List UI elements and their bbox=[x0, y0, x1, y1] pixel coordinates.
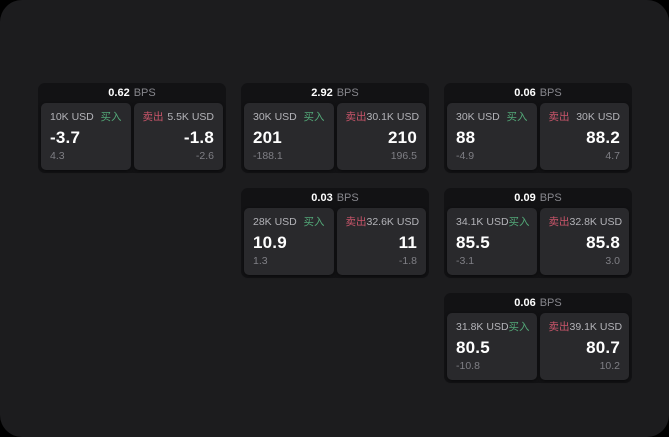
side-tiles: 34.1K USD 买入 85.5 -3.1 卖出 32.8K USD 85.8… bbox=[447, 208, 629, 275]
side-tiles: 10K USD 买入 -3.7 4.3 卖出 5.5K USD -1.8 -2.… bbox=[41, 103, 223, 170]
buy-tile[interactable]: 34.1K USD 买入 85.5 -3.1 bbox=[447, 208, 537, 275]
sell-price: 11 bbox=[398, 233, 417, 252]
buy-notional: 31.8K USD bbox=[456, 321, 509, 333]
quote-card: 0.06 BPS 31.8K USD 买入 80.5 -10.8 卖出 39.1… bbox=[444, 293, 632, 383]
sell-delta: 3.0 bbox=[605, 255, 620, 267]
bps-value: 2.92 bbox=[311, 87, 333, 99]
sell-price: 80.7 bbox=[586, 338, 620, 357]
quote-cards-grid: 0.62 BPS 10K USD 买入 -3.7 4.3 卖出 5.5K USD… bbox=[38, 83, 632, 383]
bps-header: 0.03 BPS bbox=[244, 188, 426, 208]
sell-side-label: 卖出 bbox=[142, 111, 164, 123]
sell-delta: 196.5 bbox=[390, 150, 417, 162]
bps-value: 0.03 bbox=[311, 192, 333, 204]
buy-delta: -4.9 bbox=[456, 150, 475, 162]
buy-side-label: 买入 bbox=[303, 111, 325, 123]
buy-side-label: 买入 bbox=[508, 321, 530, 333]
buy-price: 201 bbox=[253, 128, 282, 147]
quote-card: 0.62 BPS 10K USD 买入 -3.7 4.3 卖出 5.5K USD… bbox=[38, 83, 226, 173]
sell-side-label: 卖出 bbox=[548, 321, 570, 333]
side-tiles: 28K USD 买入 10.9 1.3 卖出 32.6K USD 11 -1.8 bbox=[244, 208, 426, 275]
buy-delta: -10.8 bbox=[456, 360, 480, 372]
quote-card: 0.03 BPS 28K USD 买入 10.9 1.3 卖出 32.6K US… bbox=[241, 188, 429, 278]
buy-notional: 30K USD bbox=[253, 111, 297, 123]
buy-tile[interactable]: 31.8K USD 买入 80.5 -10.8 bbox=[447, 313, 537, 380]
buy-delta: 1.3 bbox=[253, 255, 268, 267]
buy-price: -3.7 bbox=[50, 128, 81, 147]
bps-unit-label: BPS bbox=[539, 87, 562, 99]
bps-header: 0.06 BPS bbox=[447, 293, 629, 313]
sell-tile[interactable]: 卖出 5.5K USD -1.8 -2.6 bbox=[133, 103, 223, 170]
buy-notional: 28K USD bbox=[253, 216, 297, 228]
bps-header: 2.92 BPS bbox=[244, 83, 426, 103]
buy-delta: -3.1 bbox=[456, 255, 475, 267]
sell-notional: 30K USD bbox=[576, 111, 620, 123]
quote-card: 0.06 BPS 30K USD 买入 88 -4.9 卖出 30K USD 8… bbox=[444, 83, 632, 173]
quote-card: 0.09 BPS 34.1K USD 买入 85.5 -3.1 卖出 32.8K… bbox=[444, 188, 632, 278]
bps-header: 0.62 BPS bbox=[41, 83, 223, 103]
sell-notional: 32.8K USD bbox=[569, 216, 623, 228]
sell-notional: 32.6K USD bbox=[366, 216, 420, 228]
buy-tile[interactable]: 30K USD 买入 88 -4.9 bbox=[447, 103, 537, 170]
bps-unit-label: BPS bbox=[133, 87, 156, 99]
bps-value: 0.62 bbox=[108, 87, 130, 99]
sell-price: 88.2 bbox=[586, 128, 620, 147]
sell-side-label: 卖出 bbox=[548, 111, 570, 123]
buy-price: 80.5 bbox=[456, 338, 490, 357]
buy-delta: 4.3 bbox=[50, 150, 65, 162]
bps-value: 0.06 bbox=[514, 297, 536, 309]
sell-price: 210 bbox=[388, 128, 417, 147]
buy-side-label: 买入 bbox=[100, 111, 122, 123]
bps-unit-label: BPS bbox=[539, 297, 562, 309]
buy-price: 85.5 bbox=[456, 233, 490, 252]
buy-price: 10.9 bbox=[253, 233, 287, 252]
quote-card: 2.92 BPS 30K USD 买入 201 -188.1 卖出 30.1K … bbox=[241, 83, 429, 173]
buy-tile[interactable]: 30K USD 买入 201 -188.1 bbox=[244, 103, 334, 170]
sell-notional: 39.1K USD bbox=[569, 321, 623, 333]
buy-delta: -188.1 bbox=[253, 150, 283, 162]
sell-price: -1.8 bbox=[183, 128, 214, 147]
bps-value: 0.09 bbox=[514, 192, 536, 204]
sell-notional: 30.1K USD bbox=[366, 111, 420, 123]
buy-tile[interactable]: 28K USD 买入 10.9 1.3 bbox=[244, 208, 334, 275]
bps-unit-label: BPS bbox=[336, 87, 359, 99]
sell-tile[interactable]: 卖出 30.1K USD 210 196.5 bbox=[336, 103, 426, 170]
bps-header: 0.09 BPS bbox=[447, 188, 629, 208]
side-tiles: 30K USD 买入 88 -4.9 卖出 30K USD 88.2 4.7 bbox=[447, 103, 629, 170]
sell-price: 85.8 bbox=[586, 233, 620, 252]
buy-tile[interactable]: 10K USD 买入 -3.7 4.3 bbox=[41, 103, 131, 170]
buy-side-label: 买入 bbox=[506, 111, 528, 123]
sell-side-label: 卖出 bbox=[345, 216, 367, 228]
buy-side-label: 买入 bbox=[303, 216, 325, 228]
sell-delta: -1.8 bbox=[398, 255, 417, 267]
sell-delta: -2.6 bbox=[195, 150, 214, 162]
sell-side-label: 卖出 bbox=[345, 111, 367, 123]
side-tiles: 31.8K USD 买入 80.5 -10.8 卖出 39.1K USD 80.… bbox=[447, 313, 629, 380]
bps-unit-label: BPS bbox=[336, 192, 359, 204]
sell-delta: 4.7 bbox=[605, 150, 620, 162]
sell-tile[interactable]: 卖出 30K USD 88.2 4.7 bbox=[539, 103, 629, 170]
sell-delta: 10.2 bbox=[599, 360, 620, 372]
sell-tile[interactable]: 卖出 32.8K USD 85.8 3.0 bbox=[539, 208, 629, 275]
bps-header: 0.06 BPS bbox=[447, 83, 629, 103]
sell-side-label: 卖出 bbox=[548, 216, 570, 228]
buy-notional: 10K USD bbox=[50, 111, 94, 123]
bps-unit-label: BPS bbox=[539, 192, 562, 204]
buy-notional: 34.1K USD bbox=[456, 216, 509, 228]
sell-tile[interactable]: 卖出 39.1K USD 80.7 10.2 bbox=[539, 313, 629, 380]
side-tiles: 30K USD 买入 201 -188.1 卖出 30.1K USD 210 1… bbox=[244, 103, 426, 170]
sell-notional: 5.5K USD bbox=[167, 111, 214, 123]
bps-value: 0.06 bbox=[514, 87, 536, 99]
sell-tile[interactable]: 卖出 32.6K USD 11 -1.8 bbox=[336, 208, 426, 275]
buy-notional: 30K USD bbox=[456, 111, 500, 123]
buy-price: 88 bbox=[456, 128, 476, 147]
buy-side-label: 买入 bbox=[508, 216, 530, 228]
